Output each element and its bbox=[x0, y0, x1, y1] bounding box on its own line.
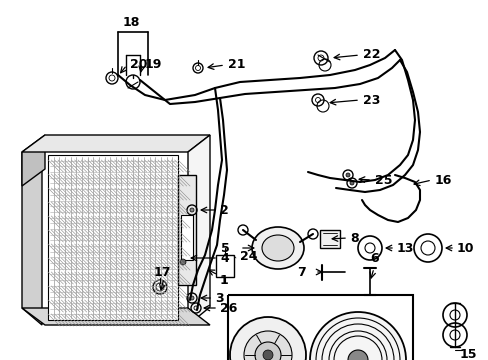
Polygon shape bbox=[22, 135, 45, 186]
Circle shape bbox=[190, 208, 194, 212]
Text: 3: 3 bbox=[215, 292, 223, 305]
Text: 5: 5 bbox=[221, 242, 229, 255]
Text: 4: 4 bbox=[220, 252, 228, 265]
Circle shape bbox=[346, 173, 349, 177]
Ellipse shape bbox=[251, 227, 304, 269]
Text: 16: 16 bbox=[434, 174, 451, 186]
Text: 23: 23 bbox=[362, 94, 380, 107]
Text: 2: 2 bbox=[220, 203, 228, 216]
Ellipse shape bbox=[262, 235, 293, 261]
Polygon shape bbox=[22, 308, 209, 325]
Circle shape bbox=[263, 350, 272, 360]
Circle shape bbox=[229, 317, 305, 360]
Circle shape bbox=[180, 259, 185, 265]
Text: 19: 19 bbox=[145, 58, 162, 72]
Circle shape bbox=[190, 296, 194, 300]
Circle shape bbox=[254, 342, 281, 360]
Polygon shape bbox=[187, 135, 209, 325]
Text: 1: 1 bbox=[220, 274, 228, 287]
Polygon shape bbox=[22, 152, 42, 325]
Text: 18: 18 bbox=[122, 15, 140, 28]
Circle shape bbox=[244, 331, 291, 360]
Circle shape bbox=[347, 350, 367, 360]
Bar bbox=[227, 295, 412, 360]
Text: 22: 22 bbox=[362, 49, 380, 62]
Text: 26: 26 bbox=[220, 302, 237, 315]
Text: 15: 15 bbox=[459, 348, 476, 360]
Text: 20: 20 bbox=[130, 58, 147, 72]
Text: 25: 25 bbox=[374, 174, 392, 186]
Text: 6: 6 bbox=[370, 252, 379, 265]
Text: 17: 17 bbox=[153, 266, 170, 279]
Text: 21: 21 bbox=[227, 58, 245, 72]
Text: 7: 7 bbox=[297, 266, 305, 279]
Text: 13: 13 bbox=[396, 242, 413, 255]
Bar bbox=[216, 255, 234, 277]
Circle shape bbox=[309, 312, 405, 360]
Bar bbox=[178, 175, 196, 285]
Text: 10: 10 bbox=[456, 242, 473, 255]
Circle shape bbox=[349, 181, 353, 185]
Text: 24: 24 bbox=[240, 249, 257, 262]
Bar bbox=[181, 215, 193, 260]
Polygon shape bbox=[22, 135, 209, 152]
Polygon shape bbox=[319, 230, 339, 248]
Text: 8: 8 bbox=[349, 231, 358, 244]
Bar bbox=[48, 155, 178, 320]
